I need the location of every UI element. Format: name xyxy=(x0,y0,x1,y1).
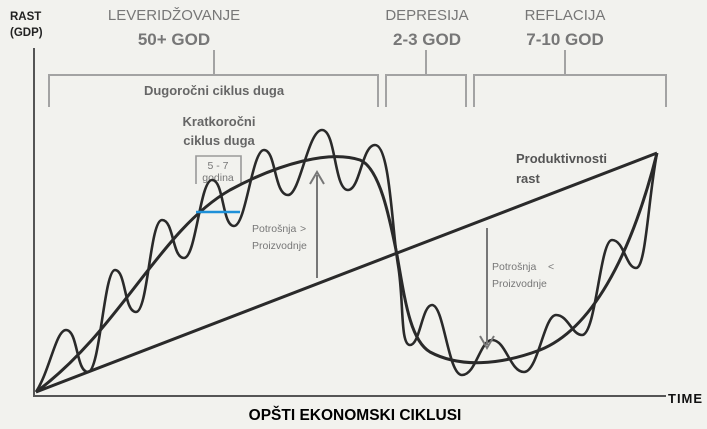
annotation-left-sign: > xyxy=(300,223,306,235)
annotation-right-sign: < xyxy=(548,261,554,273)
productivity-label-line1: Produktivnosti xyxy=(516,151,607,166)
footer-title: OPŠTI EKONOMSKI CIKLUSI xyxy=(249,406,462,424)
arrow-down xyxy=(479,228,495,350)
short-cycle-years-line1: 5 - 7 xyxy=(207,160,228,172)
phase-reflation-name: REFLACIJA xyxy=(525,7,606,24)
phase-reflation-duration: 7-10 GOD xyxy=(526,30,603,49)
short-cycle-years-line2: godina xyxy=(202,172,234,184)
annotation-right-line1: Potrošnja xyxy=(492,261,537,273)
phase-leverage-name: LEVERIDŽOVANJE xyxy=(108,7,240,24)
short-cycle-label-line2: ciklus duga xyxy=(183,133,255,148)
annotation-right-line2: Proizvodnje xyxy=(492,278,547,290)
phase-brackets xyxy=(48,50,667,107)
productivity-label-line2: rast xyxy=(516,171,541,186)
annotation-left-line2: Proizvodnje xyxy=(252,240,307,252)
long-cycle-label: Dugoročni ciklus duga xyxy=(144,83,285,98)
short-cycle-years-bracket xyxy=(195,155,242,184)
short-cycle-label-line1: Kratkoročni xyxy=(183,114,256,129)
bracket-reflation xyxy=(473,74,667,107)
annotation-left-line1: Potrošnja xyxy=(252,223,297,235)
productivity-trend-line xyxy=(35,151,658,394)
bracket-depression xyxy=(385,74,467,107)
y-axis-title-line2: (GDP) xyxy=(10,27,43,39)
x-axis-title: TIME xyxy=(668,391,703,406)
short-debt-cycle-wave xyxy=(34,128,659,393)
phase-depression-name: DEPRESIJA xyxy=(385,7,468,24)
phase-depression-duration: 2-3 GOD xyxy=(393,30,461,49)
arrow-up xyxy=(309,170,325,278)
phase-leverage-duration: 50+ GOD xyxy=(138,30,210,49)
y-axis-title-line1: RAST xyxy=(10,11,41,23)
